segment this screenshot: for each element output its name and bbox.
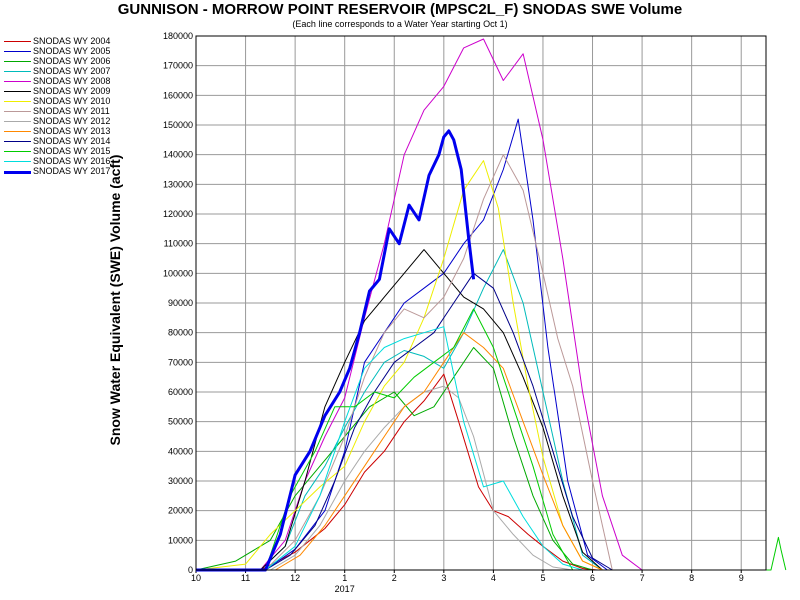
series-line-snodas-wy-2010	[195, 160, 603, 571]
series-line-snodas-wy-2014	[196, 272, 613, 571]
legend-swatch	[4, 111, 31, 112]
legend-item: SNODAS WY 2014	[4, 136, 134, 146]
legend-label: SNODAS WY 2009	[33, 86, 111, 96]
legend-item: SNODAS WY 2016	[4, 156, 134, 166]
legend-item: SNODAS WY 2013	[4, 126, 134, 136]
y-tick-label-7: 70000	[168, 357, 193, 367]
legend-label: SNODAS WY 2010	[33, 96, 111, 106]
series-line-snodas-wy-2008	[196, 38, 643, 571]
legend-label: SNODAS WY 2014	[33, 136, 111, 146]
plot-border	[195, 35, 767, 571]
legend-label: SNODAS WY 2005	[33, 46, 111, 56]
legend-label: SNODAS WY 2012	[33, 116, 111, 126]
x-tick-label-10: 8	[689, 573, 694, 583]
legend-label: SNODAS WY 2015	[33, 146, 111, 156]
legend-item: SNODAS WY 2006	[4, 56, 134, 66]
legend-label: SNODAS WY 2007	[33, 66, 111, 76]
legend-label: SNODAS WY 2011	[33, 106, 110, 116]
x-tick-label-5: 3	[441, 573, 446, 583]
y-tick-label-5: 50000	[168, 417, 193, 427]
series-line-snodas-wy-2005	[196, 118, 608, 571]
y-tick-label-2: 20000	[168, 506, 193, 516]
chart-title: GUNNISON - MORROW POINT RESERVOIR (MPSC2…	[117, 1, 683, 18]
series-line-snodas-wy-2015	[196, 308, 787, 571]
x-tick-label-3: 1	[342, 573, 347, 583]
series-line-snodas-wy-2006	[195, 347, 593, 571]
x-year-label: 2017	[335, 584, 355, 594]
series-line-snodas-wy-2013	[196, 332, 603, 571]
legend-swatch	[4, 51, 31, 52]
legend-item: SNODAS WY 2012	[4, 116, 134, 126]
legend-swatch	[4, 91, 31, 92]
legend-swatch	[4, 41, 31, 42]
legend-item: SNODAS WY 2015	[4, 146, 134, 156]
x-tick-label-8: 6	[590, 573, 595, 583]
y-tick-label-16: 160000	[163, 90, 193, 100]
legend-swatch	[4, 71, 31, 72]
y-tick-label-17: 170000	[163, 61, 193, 71]
legend-swatch	[4, 161, 31, 162]
legend-swatch	[4, 151, 31, 152]
legend-swatch	[4, 141, 31, 142]
y-tick-label-4: 40000	[168, 446, 193, 456]
y-tick-label-18: 180000	[163, 31, 193, 41]
y-tick-label-10: 100000	[163, 268, 193, 278]
chart-subtitle: (Each line corresponds to a Water Year s…	[292, 19, 508, 29]
legend-item: SNODAS WY 2009	[4, 86, 134, 96]
x-tick-label-7: 5	[540, 573, 545, 583]
legend-item: SNODAS WY 2017	[4, 166, 134, 176]
series-line-snodas-wy-2017	[196, 129, 476, 572]
legend-label: SNODAS WY 2008	[33, 76, 111, 86]
legend-swatch	[4, 121, 31, 122]
y-tick-label-8: 80000	[168, 328, 193, 338]
x-tick-label-2: 12	[290, 573, 300, 583]
y-tick-label-15: 150000	[163, 120, 193, 130]
legend: SNODAS WY 2004 SNODAS WY 2005 SNODAS WY 20…	[4, 36, 134, 176]
y-tick-label-0: 0	[188, 565, 193, 575]
y-tick-label-14: 140000	[163, 150, 193, 160]
x-tick-label-0: 10	[191, 573, 201, 583]
legend-swatch	[4, 61, 31, 62]
x-tick-label-11: 9	[739, 573, 744, 583]
y-tick-label-6: 60000	[168, 387, 193, 397]
series-line-snodas-wy-2007	[196, 249, 603, 571]
x-tick-label-6: 4	[491, 573, 496, 583]
y-tick-label-13: 130000	[163, 179, 193, 189]
y-tick-label-12: 120000	[163, 209, 193, 219]
y-tick-label-11: 110000	[164, 239, 193, 249]
legend-label: SNODAS WY 2004	[33, 36, 111, 46]
x-tick-label-9: 7	[640, 573, 645, 583]
legend-item: SNODAS WY 2010	[4, 96, 134, 106]
legend-swatch	[4, 101, 31, 102]
legend-swatch	[4, 81, 31, 82]
y-tick-label-1: 10000	[168, 535, 193, 545]
series-line-snodas-wy-2012	[196, 385, 573, 571]
legend-label: SNODAS WY 2006	[33, 56, 111, 66]
series-line-snodas-wy-2009	[196, 249, 603, 571]
legend-item: SNODAS WY 2004	[4, 36, 134, 46]
y-tick-label-9: 90000	[168, 298, 193, 308]
legend-item: SNODAS WY 2007	[4, 66, 134, 76]
legend-item: SNODAS WY 2005	[4, 46, 134, 56]
legend-item: SNODAS WY 2008	[4, 76, 134, 86]
legend-label: SNODAS WY 2013	[33, 126, 111, 136]
x-tick-label-4: 2	[392, 573, 397, 583]
legend-swatch	[4, 171, 31, 174]
legend-item: SNODAS WY 2011	[4, 106, 134, 116]
y-tick-label-3: 30000	[168, 476, 193, 486]
legend-label: SNODAS WY 2016	[33, 156, 111, 166]
series-line-snodas-wy-2016	[196, 326, 583, 571]
legend-swatch	[4, 131, 31, 132]
legend-label: SNODAS WY 2017	[33, 166, 111, 176]
x-tick-label-1: 11	[241, 573, 250, 583]
